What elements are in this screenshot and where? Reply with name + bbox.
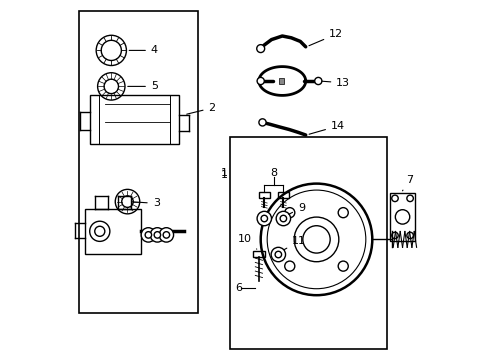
Circle shape — [98, 73, 125, 100]
Circle shape — [276, 211, 290, 226]
Text: 1: 1 — [221, 168, 227, 178]
Text: 12: 12 — [308, 29, 343, 46]
Circle shape — [150, 228, 164, 242]
Text: 14: 14 — [308, 121, 345, 134]
Text: 4: 4 — [129, 45, 158, 55]
Text: 10: 10 — [238, 234, 256, 249]
Circle shape — [101, 40, 121, 60]
Text: 7: 7 — [402, 175, 412, 191]
Circle shape — [261, 215, 267, 222]
Bar — [389, 193, 414, 241]
Circle shape — [258, 119, 265, 126]
Text: 8: 8 — [270, 168, 277, 178]
Text: 5: 5 — [127, 81, 158, 91]
Text: 6: 6 — [235, 283, 242, 293]
Bar — [90, 95, 178, 144]
Circle shape — [115, 189, 140, 214]
Text: 11: 11 — [284, 236, 305, 249]
Circle shape — [257, 77, 264, 85]
Circle shape — [159, 228, 173, 242]
Text: 9: 9 — [288, 203, 305, 214]
Circle shape — [163, 232, 169, 238]
Circle shape — [145, 232, 151, 238]
Circle shape — [270, 247, 285, 262]
Text: 2: 2 — [186, 103, 215, 114]
Text: 3: 3 — [132, 198, 160, 208]
Text: 13: 13 — [321, 78, 349, 88]
Circle shape — [280, 215, 286, 222]
Bar — [278, 78, 284, 84]
Circle shape — [96, 35, 126, 66]
Circle shape — [104, 79, 118, 94]
Bar — [277, 192, 288, 198]
Bar — [85, 209, 141, 254]
Circle shape — [257, 211, 271, 226]
Circle shape — [256, 45, 264, 53]
Bar — [230, 137, 386, 349]
Circle shape — [122, 196, 133, 207]
Circle shape — [275, 251, 281, 258]
Bar — [253, 251, 264, 257]
Bar — [258, 192, 269, 198]
Circle shape — [314, 77, 321, 85]
Bar — [79, 11, 197, 313]
Circle shape — [154, 232, 160, 238]
Text: 1: 1 — [220, 170, 227, 180]
Circle shape — [141, 228, 155, 242]
